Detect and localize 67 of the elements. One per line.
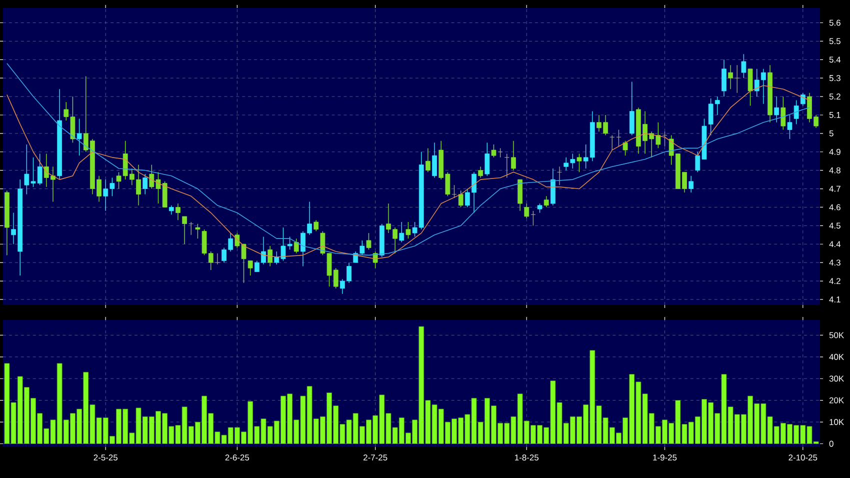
y-tick-label: 4.1 [829, 296, 840, 302]
candlestick [511, 140, 516, 171]
y-tick-label: 5.1 [829, 112, 840, 118]
x-tick-label: 2-5-25 [94, 454, 118, 461]
y-tick-label: 10K [830, 419, 844, 426]
candlestick [366, 232, 372, 250]
y-tick-label: 4.6 [829, 204, 840, 210]
y-tick-label: 4.8 [829, 167, 840, 174]
y-tick-label: 20K [829, 397, 844, 404]
candlestick [728, 64, 733, 90]
y-tick-label: 5.5 [829, 38, 840, 44]
candlestick [774, 96, 780, 123]
y-tick-label: 5.2 [829, 94, 840, 100]
x-tick-label: 1-8-25 [515, 454, 539, 461]
y-tick-label: 40K [829, 354, 844, 360]
y-tick-label: 4.5 [829, 222, 840, 229]
candlestick [622, 140, 628, 156]
candlestick [550, 168, 556, 206]
candlestick [248, 260, 253, 276]
candlestick [176, 203, 180, 220]
y-tick-label: 4.4 [829, 241, 841, 248]
candlestick [576, 153, 582, 173]
y-tick-label: 5.6 [829, 20, 840, 26]
candlestick [780, 96, 786, 130]
y-tick-label: 0 [829, 440, 834, 447]
candlestick [294, 238, 299, 254]
candlestick [787, 114, 792, 140]
candlestick [688, 176, 694, 193]
candlestick [168, 205, 174, 215]
candlestick [432, 142, 437, 178]
candlestick [518, 179, 522, 212]
candlestick [399, 222, 404, 243]
y-tick-label: 50K [829, 332, 844, 338]
candlestick [268, 246, 273, 267]
candlestick [524, 203, 530, 219]
y-tick-label: 4.3 [829, 260, 840, 266]
candlestick [458, 190, 464, 208]
candlestick [182, 216, 187, 244]
y-tick-label: 4.7 [829, 186, 840, 192]
candlestick [142, 174, 148, 195]
candlestick [741, 54, 746, 78]
candlestick [76, 118, 82, 156]
candlestick [478, 166, 484, 178]
candlestick [426, 148, 430, 173]
candlestick [314, 220, 319, 232]
x-tick-label: 2-6-25 [225, 454, 250, 461]
x-tick-label: 2-10-25 [788, 454, 818, 461]
y-tick-label: 4.9 [829, 148, 840, 155]
y-tick-label: 30K [829, 376, 844, 382]
candlestick [800, 92, 806, 106]
candlestick [544, 196, 549, 208]
candlestick [794, 100, 799, 125]
x-tick-label: 1-9-25 [653, 454, 677, 461]
y-tick-label: 4.2 [829, 278, 840, 284]
y-tick-label: 5.4 [829, 56, 841, 63]
y-tick-label: 5.3 [829, 75, 840, 82]
candlestick [722, 59, 726, 97]
candlestick [215, 252, 220, 265]
candlestick [195, 223, 200, 239]
candlestick [484, 142, 490, 176]
candlestick [537, 203, 542, 214]
candlestick [748, 68, 753, 106]
candlestick [406, 222, 411, 239]
y-tick-label: 5 [829, 130, 834, 136]
x-tick-label: 2-7-25 [364, 454, 388, 461]
candlestick [629, 81, 634, 136]
candlestick [491, 144, 496, 158]
